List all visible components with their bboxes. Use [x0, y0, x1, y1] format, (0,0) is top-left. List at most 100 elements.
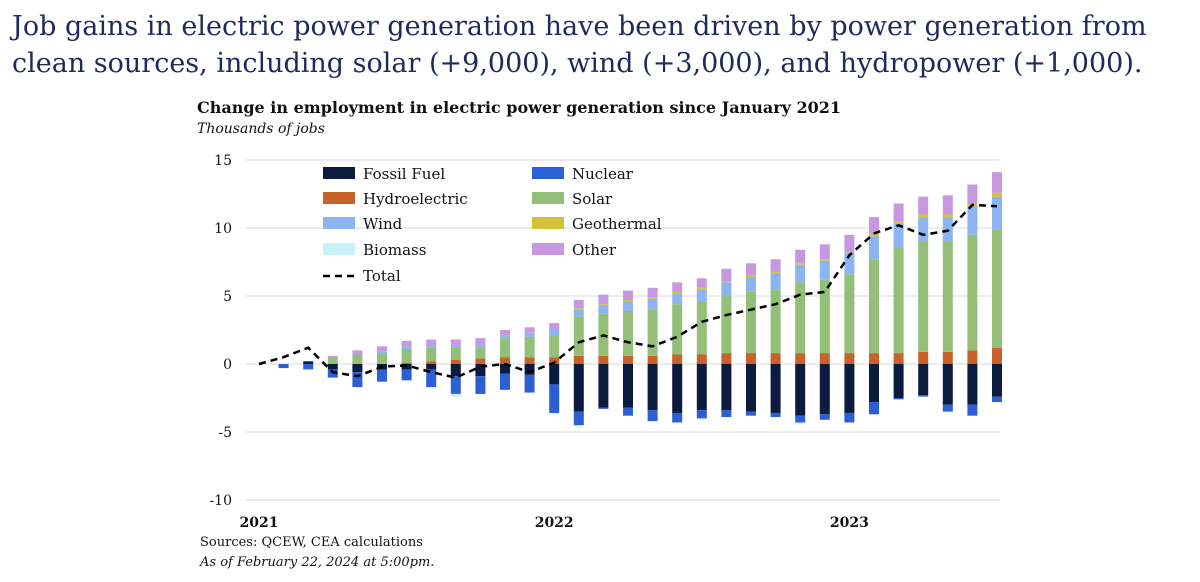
bar-segment: [573, 355, 584, 364]
bar-segment: [475, 358, 486, 364]
bar-segment: [672, 354, 683, 364]
bar-segment: [721, 353, 732, 364]
bar-segment: [819, 279, 830, 354]
bar-segment: [549, 323, 560, 330]
bar-segment: [475, 376, 486, 394]
bar-segment: [819, 414, 830, 420]
bar-segment: [746, 353, 756, 364]
bar-segment: [426, 339, 437, 345]
bar-segment: [967, 404, 978, 416]
bar-segment: [967, 184, 978, 204]
bar-segment: [500, 335, 510, 339]
bar-segment: [450, 347, 461, 360]
bar-segment: [918, 214, 929, 218]
bar-segment: [721, 410, 732, 418]
bar-segment: [524, 374, 535, 393]
legend-swatch: [323, 192, 355, 204]
bar-segment: [524, 357, 535, 364]
page-headline: Job gains in electric power generation h…: [12, 11, 1147, 79]
bar-segment: [500, 338, 510, 358]
bar-segment: [401, 346, 412, 350]
bar-segment: [647, 410, 658, 422]
bar-segment: [992, 364, 1002, 397]
bar-segment: [278, 364, 289, 369]
bar-segment: [623, 300, 633, 302]
bar-segment: [992, 347, 1002, 364]
bar-segment: [746, 276, 756, 292]
bar-segment: [770, 272, 781, 290]
bar-segment: [475, 338, 486, 345]
bar-segment: [918, 196, 929, 215]
bar-segment: [844, 234, 855, 252]
bar-segment: [942, 195, 953, 215]
bar-segment: [573, 300, 584, 309]
bar-segment: [893, 203, 904, 222]
bar-segment: [770, 412, 781, 418]
bar-segment: [967, 364, 978, 405]
bar-segment: [549, 335, 560, 358]
bar-segment: [647, 297, 658, 299]
bar-segment: [819, 260, 830, 280]
bar-segment: [573, 309, 584, 317]
bar-segment: [746, 291, 756, 354]
bar-segment: [475, 364, 486, 377]
bar-segment: [795, 353, 806, 364]
legend-label: Total: [363, 267, 401, 285]
bar-segment: [746, 275, 756, 277]
bar-segment: [942, 241, 953, 352]
legend-label: Other: [572, 241, 617, 259]
bar-segment: [721, 282, 732, 296]
bar-segment: [869, 402, 879, 415]
bar-segment: [450, 393, 461, 397]
total-line-group: [258, 203, 998, 379]
legend-swatch: [532, 217, 564, 229]
bar-segment: [352, 364, 363, 373]
bar-segment: [450, 376, 461, 394]
bars: [278, 172, 1002, 427]
bar-segment: [795, 415, 806, 423]
bar-segment: [893, 247, 904, 354]
bar-segment: [524, 327, 535, 333]
legend-label: Nuclear: [572, 165, 634, 183]
bar-segment: [795, 422, 806, 424]
bar-segment: [672, 304, 683, 355]
bar-segment: [377, 369, 387, 382]
bar-segment: [844, 252, 855, 275]
bar-segment: [819, 364, 830, 415]
bar-segment: [475, 344, 486, 348]
bar-segment: [696, 289, 707, 302]
bar-segment: [795, 282, 806, 354]
bar-segment: [401, 364, 412, 370]
bar-segment: [623, 301, 633, 311]
bar-segment: [992, 172, 1002, 193]
x-tick-label: 2023: [830, 515, 869, 531]
chart-title: Change in employment in electric power g…: [197, 98, 841, 117]
as-of-note: As of February 22, 2024 at 5:00pm.: [199, 555, 434, 570]
bar-segment: [573, 308, 584, 310]
bar-segment: [869, 236, 879, 260]
bar-segment: [696, 354, 707, 364]
bar-segment: [844, 251, 855, 253]
bar-segment: [893, 364, 904, 398]
bar-segment: [918, 364, 929, 396]
bar-segment: [327, 364, 338, 370]
bar-segment: [967, 206, 978, 235]
bar-segment: [672, 282, 683, 292]
bar-segment: [918, 395, 929, 397]
bar-segment: [598, 364, 609, 408]
bar-segment: [696, 287, 707, 290]
bar-segment: [647, 355, 658, 364]
bar-segment: [869, 364, 879, 403]
legend-label: Geothermal: [572, 215, 662, 233]
bar-segment: [672, 293, 683, 305]
bar-segment: [450, 344, 461, 348]
bar-segment: [795, 249, 806, 264]
bar-segment: [869, 353, 879, 364]
total-line: [258, 203, 998, 379]
bar-segment: [721, 296, 732, 354]
bar-segment: [573, 425, 584, 427]
bar-segment: [672, 412, 683, 423]
bar-segment: [475, 347, 486, 359]
bar-segment: [893, 353, 904, 364]
y-tick-label: -5: [218, 425, 232, 441]
